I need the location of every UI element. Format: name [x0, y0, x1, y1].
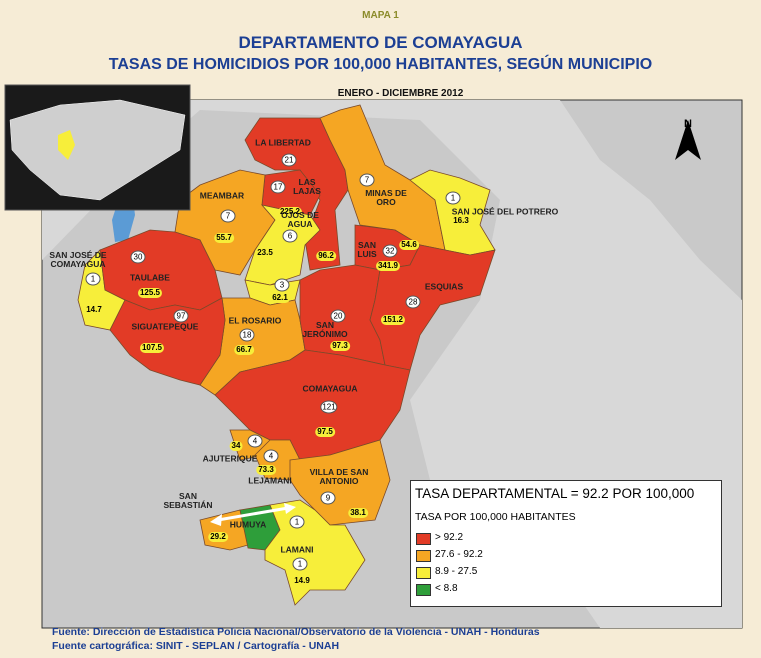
- homicide-rate: 62.1: [270, 293, 290, 303]
- homicide-count: 17: [270, 180, 286, 194]
- municipality-name: ESQUIAS: [424, 281, 464, 292]
- north-arrow: [675, 120, 701, 160]
- legend-swatch: [416, 550, 431, 562]
- legend-title: TASA DEPARTAMENTAL = 92.2 POR 100,000: [415, 486, 695, 501]
- municipality-name: MEAMBAR: [199, 190, 245, 201]
- homicide-rate: 107.5: [139, 343, 165, 353]
- legend-label: 27.6 - 92.2: [435, 549, 483, 560]
- homicide-rate: 55.7: [214, 233, 234, 243]
- homicide-rate: 225.2: [277, 207, 303, 217]
- homicide-count: 4: [263, 449, 279, 463]
- homicide-rate: 16.3: [451, 216, 471, 226]
- municipality: [264, 499, 366, 606]
- homicide-count: 28: [405, 295, 421, 309]
- municipality-name: LAMANI: [280, 544, 314, 555]
- homicide-rate: 125.5: [137, 288, 163, 298]
- homicide-rate: 151.2: [380, 315, 406, 325]
- municipality-name: COMAYAGUA: [302, 383, 358, 394]
- arrow-head: [210, 503, 296, 526]
- legend: TASA DEPARTAMENTAL = 92.2 POR 100,000 TA…: [410, 480, 722, 607]
- inset-highlight: [58, 130, 75, 160]
- municipality-name: LAS LAJAS: [293, 177, 321, 196]
- cartography: Fuente cartográfica: SINIT - SEPLAN / Ca…: [52, 640, 340, 652]
- source: Fuente: Dirección de Estadística Policía…: [52, 626, 540, 638]
- homicide-rate: 29.2: [208, 532, 228, 542]
- homicide-count: 1: [445, 191, 461, 205]
- homicide-count: 21: [281, 153, 297, 167]
- municipality-name: SAN JERÓNIMO: [302, 320, 348, 339]
- municipality-name: OJOS DE AGUA: [281, 210, 319, 229]
- municipality: [289, 439, 391, 526]
- inset-land: [9, 99, 186, 201]
- legend-label: < 8.8: [435, 583, 458, 594]
- period: ENERO - DICIEMBRE 2012: [337, 88, 464, 99]
- homicide-rate: 23.5: [255, 248, 275, 258]
- homicide-rate: 14.7: [84, 305, 104, 315]
- homicide-rate: 66.7: [234, 345, 254, 355]
- homicide-count: 97: [173, 309, 189, 323]
- homicide-rate: 96.2: [316, 251, 336, 261]
- homicide-rate: 14.9: [292, 576, 312, 586]
- legend-label: 8.9 - 27.5: [435, 566, 478, 577]
- municipality-name: SIGUATEPEQUE: [131, 321, 199, 332]
- municipality-name: AJUTERIQUE: [202, 453, 258, 464]
- municipality-name: VILLA DE SAN ANTONIO: [309, 467, 369, 486]
- municipality-name: LA LIBERTAD: [255, 137, 311, 148]
- municipality-name: SAN JOSÉ DE COMAYAGUA: [49, 250, 107, 269]
- homicide-count: 1: [289, 515, 305, 529]
- homicide-count: 30: [130, 250, 146, 264]
- legend-subtitle: TASA POR 100,000 HABITANTES: [415, 511, 576, 523]
- title: DEPARTAMENTO DE COMAYAGUA: [238, 33, 523, 52]
- homicide-rate: 341.9: [375, 261, 401, 271]
- homicide-count: 4: [247, 434, 263, 448]
- municipality-name: SAN SEBASTIÁN: [163, 491, 213, 510]
- homicide-rate: 73.3: [256, 465, 276, 475]
- homicide-rate: 38.1: [348, 508, 368, 518]
- homicide-rate: 97.3: [330, 341, 350, 351]
- map-label: MAPA 1: [362, 10, 399, 21]
- homicide-count: 1: [292, 557, 308, 571]
- homicide-count: 1: [85, 272, 101, 286]
- homicide-count: 3: [274, 278, 290, 292]
- homicide-rate: 97.5: [315, 427, 335, 437]
- homicide-count: 121: [320, 400, 338, 414]
- subtitle: TASAS DE HOMICIDIOS POR 100,000 HABITANT…: [108, 56, 653, 73]
- homicide-count: 18: [239, 328, 255, 342]
- homicide-count: 20: [330, 309, 346, 323]
- homicide-count: 6: [282, 229, 298, 243]
- municipality-name: EL ROSARIO: [228, 315, 282, 326]
- municipality: [409, 169, 496, 256]
- legend-label: > 92.2: [435, 532, 464, 543]
- municipality: [369, 244, 496, 371]
- homicide-count: 7: [359, 173, 375, 187]
- municipality-name: HUMUYA: [229, 519, 267, 530]
- legend-swatch: [416, 533, 431, 545]
- municipality-name: LEJAMANI: [248, 475, 292, 486]
- homicide-rate: 34: [229, 441, 243, 451]
- municipality-name: SAN JOSÉ DEL POTRERO: [451, 206, 559, 217]
- homicide-rate: 54.6: [399, 240, 419, 250]
- municipality-name: TAULABE: [130, 272, 170, 283]
- arrow: [217, 506, 289, 522]
- north-label: N: [684, 118, 692, 130]
- homicide-count: 32: [382, 244, 398, 258]
- homicide-count: 7: [220, 209, 236, 223]
- municipality-name: SAN LUIS: [357, 240, 377, 259]
- legend-swatch: [416, 584, 431, 596]
- homicide-count: 9: [320, 491, 336, 505]
- legend-swatch: [416, 567, 431, 579]
- municipality-name: MINAS DE ORO: [365, 188, 407, 207]
- municipality: [109, 297, 226, 386]
